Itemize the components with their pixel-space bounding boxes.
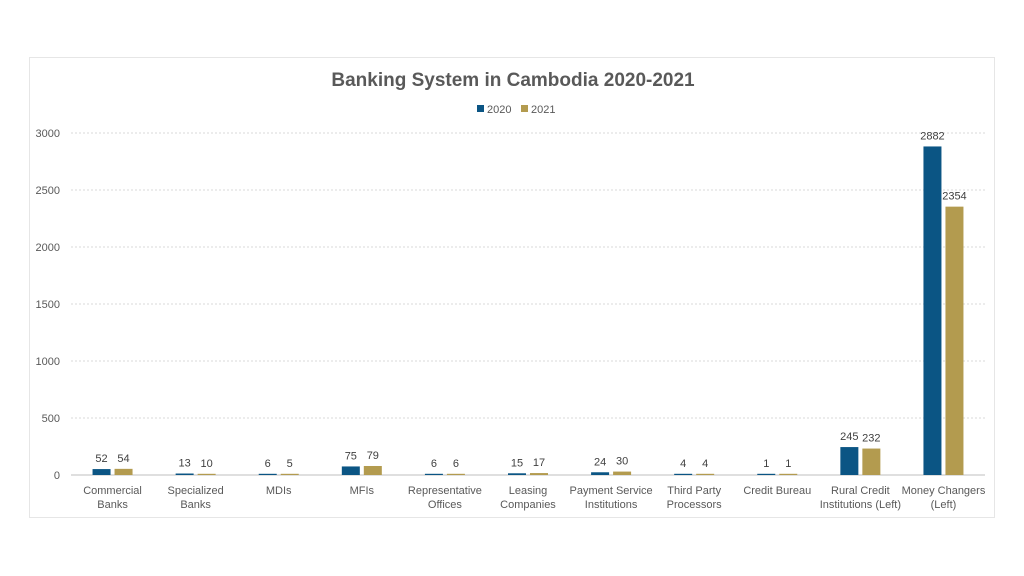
category-label: MDIs	[266, 485, 292, 497]
y-tick-label: 2000	[36, 242, 60, 254]
category-label: Representative	[408, 485, 482, 497]
data-label: 15	[511, 457, 523, 469]
bar-2021	[530, 473, 548, 475]
category-label: Payment Service	[570, 485, 653, 497]
bar-2020	[757, 473, 776, 475]
category-label: Specialized	[168, 485, 224, 497]
chart-title: Banking System in Cambodia 2020-2021	[331, 70, 695, 91]
category-label: Processors	[667, 499, 723, 511]
bar-2021	[363, 465, 382, 475]
legend-swatch-2020	[477, 105, 484, 112]
bar-2021	[945, 206, 964, 476]
data-label: 17	[533, 457, 545, 469]
legend-swatch-2021	[521, 105, 528, 112]
data-label: 4	[702, 458, 708, 470]
bar-2021	[114, 468, 133, 475]
category-label: MFIs	[350, 485, 375, 497]
bars	[92, 146, 964, 476]
data-label: 6	[453, 458, 459, 470]
y-tick-label: 500	[42, 413, 60, 425]
category-label: Institutions	[585, 499, 638, 511]
data-label: 2354	[942, 191, 966, 203]
data-label: 1	[763, 458, 769, 470]
bar-2021	[862, 448, 881, 475]
data-label: 245	[840, 431, 858, 443]
category-label: Companies	[500, 499, 556, 511]
data-label: 30	[616, 456, 628, 468]
data-label: 2882	[920, 130, 944, 142]
category-label: Offices	[428, 499, 463, 511]
data-labels: 52 54 13 10 6 5 75 79 6 6 15 17 24 30 4 4 1 1 245 232 2882 23…	[95, 130, 966, 469]
bar-2020	[341, 466, 360, 475]
bar-chart: Banking System in Cambodia 2020-2021 202…	[36, 70, 986, 511]
y-tick-label: 0	[54, 470, 60, 482]
category-label: Commercial	[83, 485, 142, 497]
y-tick-label: 3000	[36, 128, 60, 140]
bar-2021	[446, 473, 465, 475]
legend-label-2021: 2021	[531, 104, 555, 116]
y-axis-ticks: 0 500 1000 1500 2000 2500 3000	[36, 128, 60, 482]
bar-2020	[175, 473, 194, 475]
data-label: 52	[95, 453, 107, 465]
category-label: Banks	[180, 499, 211, 511]
category-label: Credit Bureau	[743, 485, 811, 497]
gridlines	[71, 132, 985, 476]
bar-2020	[674, 473, 693, 475]
data-label: 13	[179, 458, 191, 470]
data-label: 232	[862, 433, 880, 445]
bar-2021	[197, 473, 216, 475]
y-tick-label: 1500	[36, 299, 60, 311]
chart-frame: Banking System in Cambodia 2020-2021 202…	[29, 57, 995, 518]
category-label: Leasing	[509, 485, 548, 497]
category-label: (Left)	[931, 499, 957, 511]
data-label: 6	[265, 458, 271, 470]
category-label: Banks	[97, 499, 128, 511]
bar-2020	[258, 473, 277, 475]
data-label: 75	[345, 450, 357, 462]
category-label: Money Changers	[902, 485, 986, 497]
bar-2021	[779, 473, 798, 475]
data-label: 6	[431, 458, 437, 470]
y-tick-label: 1000	[36, 356, 60, 368]
data-label: 4	[680, 458, 686, 470]
bar-2020	[591, 472, 610, 475]
category-label: Institutions (Left)	[820, 499, 901, 511]
bar-2021	[696, 473, 715, 475]
category-label: Rural Credit	[831, 485, 890, 497]
category-label: Third Party	[667, 485, 721, 497]
bar-2020	[840, 447, 859, 475]
bar-2020	[923, 146, 942, 475]
data-label: 10	[201, 458, 213, 470]
bar-2020	[424, 473, 443, 475]
data-label: 79	[367, 450, 379, 462]
data-label: 1	[785, 458, 791, 470]
data-label: 5	[287, 458, 293, 470]
data-label: 24	[594, 456, 606, 468]
y-tick-label: 2500	[36, 185, 60, 197]
legend-label-2020: 2020	[487, 104, 511, 116]
x-axis-categories: Commercial Banks Specialized Banks MDIs MFIs R…	[83, 485, 986, 511]
bar-2020	[92, 469, 111, 475]
legend: 2020 2021	[477, 104, 555, 116]
data-label: 54	[117, 453, 129, 465]
bar-2021	[613, 471, 632, 475]
bar-2021	[280, 473, 299, 475]
bar-2020	[508, 473, 526, 475]
